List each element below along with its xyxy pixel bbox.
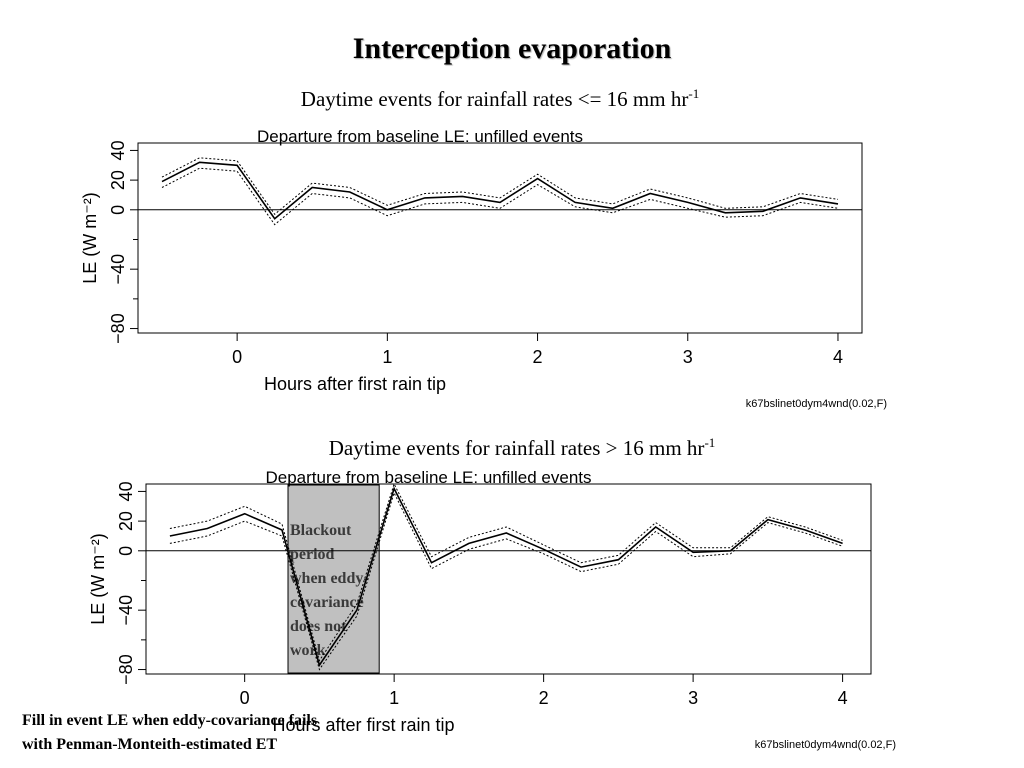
- chart2-subtitle-exponent: -1: [704, 435, 716, 450]
- chart1-x-tick-label: 4: [833, 347, 843, 367]
- chart1-y-tick-label: 0: [108, 205, 128, 215]
- chart1-x-tick-label: 3: [683, 347, 693, 367]
- chart2-y-axis-label: LE (W m⁻²): [88, 533, 108, 625]
- chart1-series-upper: [161, 157, 839, 216]
- chart1-x-tick-label: 1: [382, 347, 392, 367]
- chart2-y-tick-label: 40: [116, 481, 136, 501]
- chart2-blackout-text-line: does not: [290, 618, 347, 635]
- chart2-series-upper: [169, 482, 843, 662]
- chart1-x-axis-label: Hours after first rain tip: [264, 374, 446, 394]
- chart2-subtitle: Daytime events for rainfall rates > 16 m…: [22, 435, 1022, 461]
- chart2-y-tick-label: 0: [116, 546, 136, 556]
- chart1-subtitle-text: Daytime events for rainfall rates <= 16 …: [300, 87, 689, 111]
- chart2-blackout-text-line: Blackout: [290, 522, 352, 539]
- chart2-x-tick-label: 4: [838, 688, 848, 708]
- chart2-blackout-text-line: covariance: [290, 594, 364, 611]
- chart2-title: Departure from baseline LE: unfilled eve…: [265, 468, 591, 487]
- chart2-series-lower: [169, 491, 843, 671]
- chart1-x-tick-label: 2: [533, 347, 543, 367]
- chart2-y-tick-label: 20: [116, 511, 136, 531]
- chart1-x-tick-label: 0: [232, 347, 242, 367]
- chart1-y-axis-label: LE (W m⁻²): [80, 192, 100, 284]
- chart1-subtitle: Daytime events for rainfall rates <= 16 …: [0, 86, 1000, 112]
- chart2-blackout-text-line: period: [290, 546, 335, 563]
- chart2-series-mean: [169, 486, 843, 667]
- chart1-subtitle-exponent: -1: [688, 86, 700, 101]
- chart1-y-tick-label: −40: [108, 254, 128, 285]
- chart1-series-lower: [161, 167, 839, 226]
- chart2-y-tick-label: −80: [116, 654, 136, 685]
- slide-title: Interception evaporation: [352, 32, 672, 65]
- chart2-blackout-text-line: when eddy-: [290, 570, 369, 587]
- chart2-y-tick-label: −40: [116, 595, 136, 626]
- footnote: Fill in event LE when eddy-covariance fa…: [22, 709, 317, 757]
- chart2-subtitle-text: Daytime events for rainfall rates > 16 m…: [328, 436, 705, 460]
- footnote-line-2: with Penman-Monteith-estimated ET: [22, 736, 278, 753]
- chart1-caption: k67bslinet0dym4wnd(0.02,F): [746, 398, 887, 410]
- chart2-x-axis-label: Hours after first rain tip: [272, 715, 454, 735]
- chart1-series-mean: [161, 161, 839, 220]
- chart2-x-tick-label: 0: [240, 688, 250, 708]
- chart1-y-tick-label: −80: [108, 313, 128, 344]
- chart2-x-tick-label: 3: [688, 688, 698, 708]
- chart2-blackout-text-line: work: [290, 642, 326, 659]
- chart2-x-tick-label: 2: [539, 688, 549, 708]
- chart2-x-tick-label: 1: [389, 688, 399, 708]
- chart1-title: Departure from baseline LE: unfilled eve…: [257, 127, 583, 146]
- chart1-y-tick-label: 20: [108, 170, 128, 190]
- chart1-y-tick-label: 40: [108, 140, 128, 160]
- chart2-caption: k67bslinet0dym4wnd(0.02,F): [755, 739, 896, 751]
- chart2-plot-frame: [145, 483, 872, 675]
- footnote-line-1: Fill in event LE when eddy-covariance fa…: [22, 712, 318, 729]
- chart1-plot-frame: [137, 142, 863, 334]
- chart2-blackout-box: [287, 484, 380, 674]
